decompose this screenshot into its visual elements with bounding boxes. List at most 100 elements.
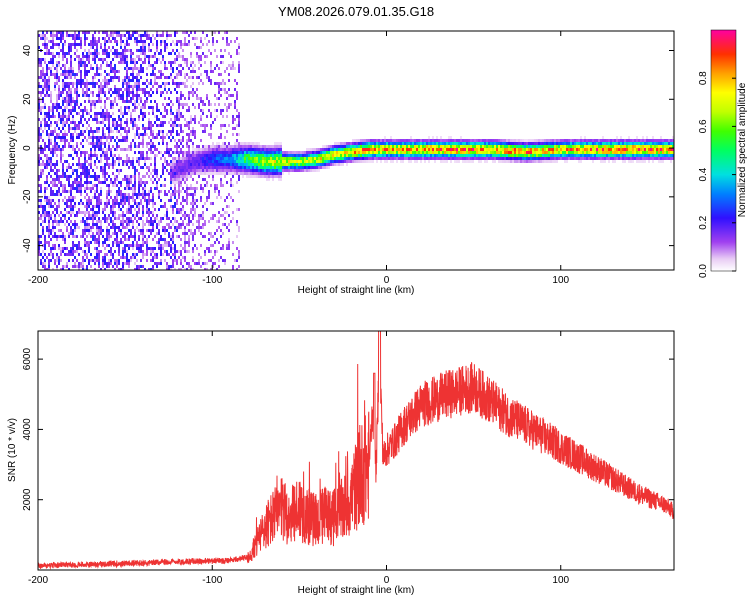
heatmap-cell — [110, 250, 112, 253]
heatmap-cell — [42, 118, 44, 121]
heatmap-cell — [50, 190, 52, 193]
heatmap-cell — [64, 184, 66, 187]
heatmap-cell — [460, 157, 462, 160]
heatmap-cell — [162, 154, 164, 157]
heatmap-cell — [196, 97, 198, 100]
heatmap-cell — [84, 172, 86, 175]
heatmap-cell — [112, 232, 114, 235]
heatmap-cell — [104, 202, 106, 205]
heatmap-cell — [368, 142, 370, 145]
heatmap-cell — [234, 88, 236, 91]
heatmap-cell — [234, 40, 236, 43]
heatmap-cell — [138, 88, 140, 91]
heatmap-cell — [40, 127, 42, 130]
heatmap-cell — [100, 100, 102, 103]
heatmap-cell — [98, 262, 100, 265]
heatmap-cell — [138, 85, 140, 88]
heatmap-cell — [92, 235, 94, 238]
heatmap-cell — [132, 157, 134, 160]
heatmap-cell — [80, 133, 82, 136]
heatmap-cell — [114, 121, 116, 124]
heatmap-cell — [278, 142, 280, 145]
heatmap-cell — [144, 193, 146, 196]
heatmap-cell — [226, 169, 228, 172]
heatmap-cell — [484, 151, 486, 154]
heatmap-cell — [354, 154, 356, 157]
heatmap-cell — [122, 91, 124, 94]
heatmap-cell — [238, 166, 240, 169]
heatmap-cell — [424, 142, 426, 145]
heatmap-cell — [110, 64, 112, 67]
heatmap-cell — [142, 103, 144, 106]
heatmap-cell — [108, 136, 110, 139]
heatmap-cell — [70, 211, 72, 214]
heatmap-cell — [126, 154, 128, 157]
heatmap-cell — [104, 100, 106, 103]
heatmap-cell — [96, 187, 98, 190]
heatmap-cell — [88, 172, 90, 175]
heatmap-cell — [458, 145, 460, 148]
heatmap-cell — [86, 193, 88, 196]
heatmap-cell — [178, 178, 180, 181]
heatmap-cell — [112, 163, 114, 166]
heatmap-cell — [54, 259, 56, 262]
heatmap-cell — [148, 166, 150, 169]
heatmap-cell — [152, 91, 154, 94]
heatmap-cell — [184, 244, 186, 247]
heatmap-cell — [94, 151, 96, 154]
heatmap-cell — [158, 151, 160, 154]
heatmap-cell — [200, 97, 202, 100]
heatmap-cell — [74, 52, 76, 55]
heatmap-cell — [130, 160, 132, 163]
heatmap-cell — [110, 151, 112, 154]
heatmap-cell — [178, 181, 180, 184]
heatmap-cell — [116, 265, 118, 268]
heatmap-cell — [328, 151, 330, 154]
heatmap-cell — [86, 229, 88, 232]
heatmap-cell — [146, 127, 148, 130]
heatmap-cell — [78, 166, 80, 169]
heatmap-cell — [220, 94, 222, 97]
heatmap-cell — [38, 61, 40, 64]
heatmap-cell — [62, 49, 64, 52]
heatmap-cell — [80, 202, 82, 205]
heatmap-cell — [148, 223, 150, 226]
heatmap-cell — [86, 265, 88, 268]
heatmap-cell — [354, 151, 356, 154]
heatmap-cell — [174, 139, 176, 142]
heatmap-cell — [184, 73, 186, 76]
heatmap-cell — [316, 157, 318, 160]
heatmap-cell — [96, 247, 98, 250]
heatmap-cell — [74, 169, 76, 172]
heatmap-cell — [48, 94, 50, 97]
heatmap-cell — [94, 73, 96, 76]
heatmap-cell — [102, 259, 104, 262]
heatmap-cell — [132, 256, 134, 259]
heatmap-cell — [436, 142, 438, 145]
heatmap-cell — [216, 250, 218, 253]
heatmap-cell — [44, 52, 46, 55]
heatmap-cell — [248, 169, 250, 172]
heatmap-cell — [110, 31, 112, 34]
heatmap-cell — [126, 232, 128, 235]
heatmap-cell — [110, 61, 112, 64]
heatmap-cell — [98, 52, 100, 55]
heatmap-cell — [142, 46, 144, 49]
heatmap-cell — [58, 175, 60, 178]
heatmap-cell — [198, 148, 200, 151]
heatmap-cell — [184, 232, 186, 235]
heatmap-cell — [118, 229, 120, 232]
heatmap-cell — [46, 52, 48, 55]
heatmap-cell — [200, 196, 202, 199]
heatmap-cell — [54, 184, 56, 187]
heatmap-cell — [196, 205, 198, 208]
heatmap-cell — [94, 130, 96, 133]
heatmap-cell — [174, 181, 176, 184]
heatmap-cell — [118, 76, 120, 79]
heatmap-cell — [174, 187, 176, 190]
heatmap-cell — [272, 160, 274, 163]
heatmap-cell — [186, 160, 188, 163]
heatmap-cell — [186, 190, 188, 193]
heatmap-cell — [176, 181, 178, 184]
heatmap-cell — [214, 103, 216, 106]
